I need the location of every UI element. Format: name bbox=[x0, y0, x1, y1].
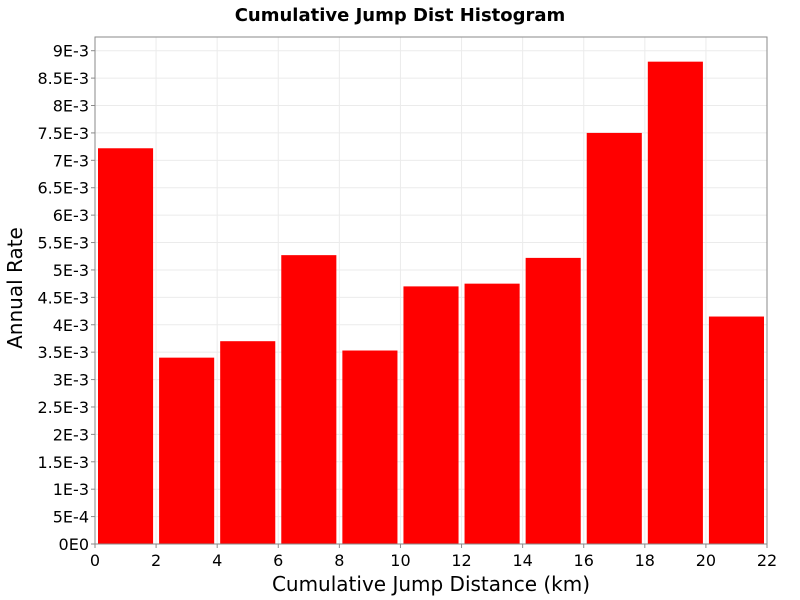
y-axis-ticks: 0E0 5E-4 1E-3 1.5E-3 2E-3 2.5E-3 3E-3 3.5E-3 4E-… bbox=[37, 42, 95, 554]
bars bbox=[98, 61, 764, 545]
y-tick-label: 2E-3 bbox=[53, 425, 89, 444]
y-tick-label: 3E-3 bbox=[53, 371, 89, 390]
histogram-bar bbox=[342, 350, 398, 544]
y-tick-label: 1E-3 bbox=[53, 480, 89, 499]
x-tick-label: 16 bbox=[574, 551, 594, 570]
y-tick-label: 5E-4 bbox=[53, 508, 89, 527]
x-tick-label: 0 bbox=[90, 551, 100, 570]
y-tick-label: 4E-3 bbox=[53, 316, 89, 335]
x-tick-label: 8 bbox=[334, 551, 344, 570]
y-tick-label: 0E0 bbox=[59, 535, 89, 554]
x-tick-label: 20 bbox=[696, 551, 716, 570]
x-tick-label: 22 bbox=[757, 551, 777, 570]
y-tick-label: 1.5E-3 bbox=[37, 453, 89, 472]
histogram-bar bbox=[464, 283, 520, 544]
y-tick-label: 5.5E-3 bbox=[37, 234, 89, 253]
histogram-bar bbox=[525, 257, 581, 544]
x-tick-label: 4 bbox=[212, 551, 222, 570]
y-tick-label: 8E-3 bbox=[53, 97, 89, 116]
x-tick-label: 12 bbox=[451, 551, 471, 570]
x-tick-label: 6 bbox=[273, 551, 283, 570]
x-tick-label: 2 bbox=[151, 551, 161, 570]
y-tick-label: 7E-3 bbox=[53, 151, 89, 170]
y-tick-label: 3.5E-3 bbox=[37, 343, 89, 362]
histogram-bar bbox=[708, 316, 764, 544]
y-tick-label: 7.5E-3 bbox=[37, 124, 89, 143]
histogram-bar bbox=[403, 286, 459, 544]
plot-frame bbox=[94, 36, 768, 545]
x-axis-label: Cumulative Jump Distance (km) bbox=[272, 572, 590, 596]
y-tick-label: 5E-3 bbox=[53, 261, 89, 280]
y-tick-label: 6.5E-3 bbox=[37, 179, 89, 198]
x-tick-label: 18 bbox=[635, 551, 655, 570]
histogram-bar bbox=[220, 341, 276, 544]
y-tick-label: 6E-3 bbox=[53, 206, 89, 225]
y-tick-label: 9E-3 bbox=[53, 42, 89, 61]
histogram-bar bbox=[281, 255, 337, 544]
histogram-bar bbox=[586, 132, 642, 544]
y-axis-label: Annual Rate bbox=[3, 227, 27, 349]
chart-title: Cumulative Jump Dist Histogram bbox=[235, 5, 566, 26]
x-tick-label: 10 bbox=[390, 551, 410, 570]
histogram-bar bbox=[98, 148, 154, 545]
y-tick-label: 2.5E-3 bbox=[37, 398, 89, 417]
y-tick-label: 4.5E-3 bbox=[37, 288, 89, 307]
histogram-bar bbox=[647, 61, 703, 545]
x-tick-label: 14 bbox=[512, 551, 532, 570]
x-axis-ticks: 0 2 4 6 8 10 12 14 16 18 20 22 bbox=[90, 544, 777, 570]
histogram-bar bbox=[159, 357, 215, 544]
y-tick-label: 8.5E-3 bbox=[37, 69, 89, 88]
